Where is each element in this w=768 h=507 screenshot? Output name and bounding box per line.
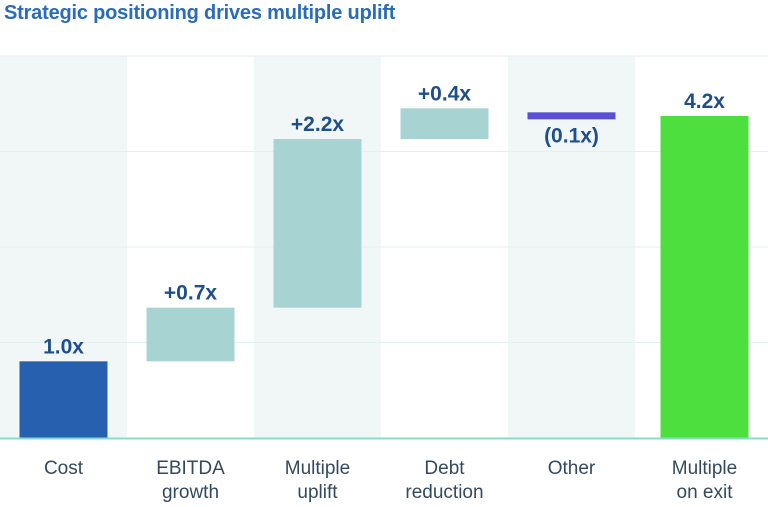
category-label: reduction [405, 482, 483, 503]
category-label: Debt [424, 458, 465, 479]
category-label: growth [162, 482, 219, 503]
gridlines [0, 55, 768, 343]
category-label: on exit [677, 482, 734, 503]
category-label: Other [548, 458, 596, 479]
category-label: Multiple [672, 458, 737, 479]
value-label: 4.2x [684, 90, 725, 113]
value-label: 1.0x [43, 335, 84, 358]
value-label: (0.1x) [544, 124, 599, 147]
bar-1 [19, 361, 108, 438]
bar-4 [400, 108, 489, 139]
bar-2 [146, 307, 235, 362]
chart-title: Strategic positioning drives multiple up… [4, 2, 396, 24]
bars [19, 108, 749, 438]
category-label: Cost [44, 458, 84, 479]
value-label: +2.2x [291, 113, 344, 136]
value-label: +0.7x [164, 282, 217, 305]
category-labels: Cost EBITDA growth Multiple uplift Debt reduct… [44, 458, 737, 503]
value-labels: 1.0x +0.7x +2.2x +0.4x (0.1x) 4.2x [43, 82, 725, 358]
category-label: uplift [297, 482, 338, 503]
category-label: EBITDA [156, 458, 225, 479]
bar-3 [273, 139, 362, 308]
bar-6 [660, 116, 749, 438]
bar-other [527, 112, 616, 120]
value-label: +0.4x [418, 82, 471, 105]
category-label: Multiple [285, 458, 350, 479]
